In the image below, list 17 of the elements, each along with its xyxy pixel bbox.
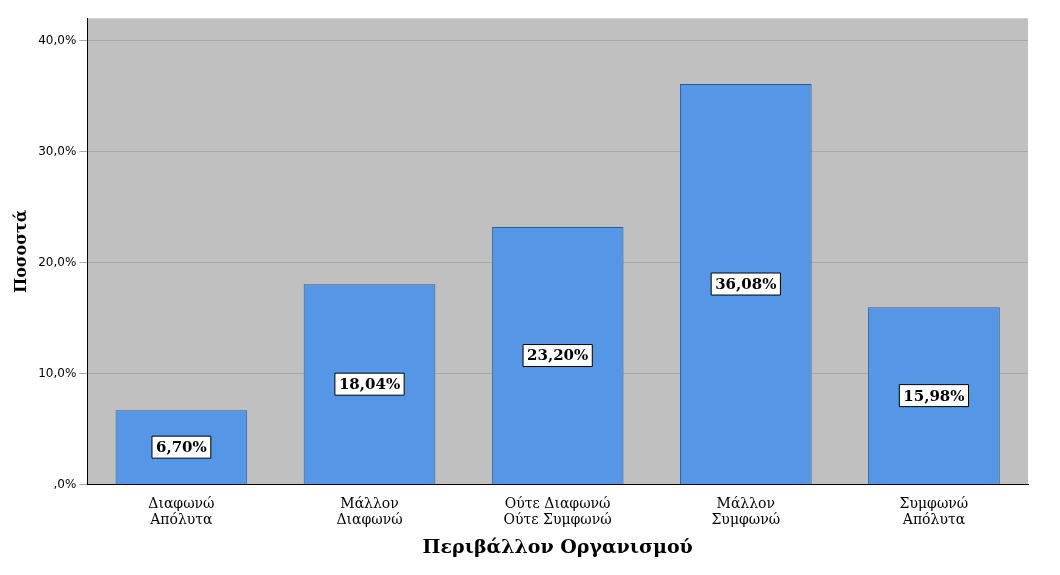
x-tick-label: Συμφωνώ Απόλυτα	[899, 494, 969, 528]
data-label: 18,04%	[338, 375, 401, 394]
x-tick-label: Μάλλον Διαφωνώ	[336, 494, 403, 528]
x-tick-label: Μάλλον Συμφωνώ	[711, 494, 781, 528]
y-axis-title: Ποσοστά	[10, 209, 30, 293]
data-label: 6,70%	[155, 438, 207, 457]
y-tick-label: 40,0%	[38, 32, 77, 47]
y-tick-label: 20,0%	[38, 254, 77, 269]
x-tick-label: Ούτε Διαφωνώ Ούτε Συμφωνώ	[503, 494, 612, 528]
x-tick-label: Διαφωνώ Απόλυτα	[148, 494, 215, 528]
x-axis-title: Περιβάλλον Οργανισμού	[422, 534, 693, 557]
data-label: 36,08%	[715, 274, 777, 293]
data-label: 15,98%	[903, 386, 965, 405]
y-tick-label: 10,0%	[38, 365, 77, 380]
data-label: 23,20%	[527, 346, 589, 365]
y-tick-label: 30,0%	[38, 143, 77, 158]
y-tick-label: ,0%	[53, 476, 77, 491]
